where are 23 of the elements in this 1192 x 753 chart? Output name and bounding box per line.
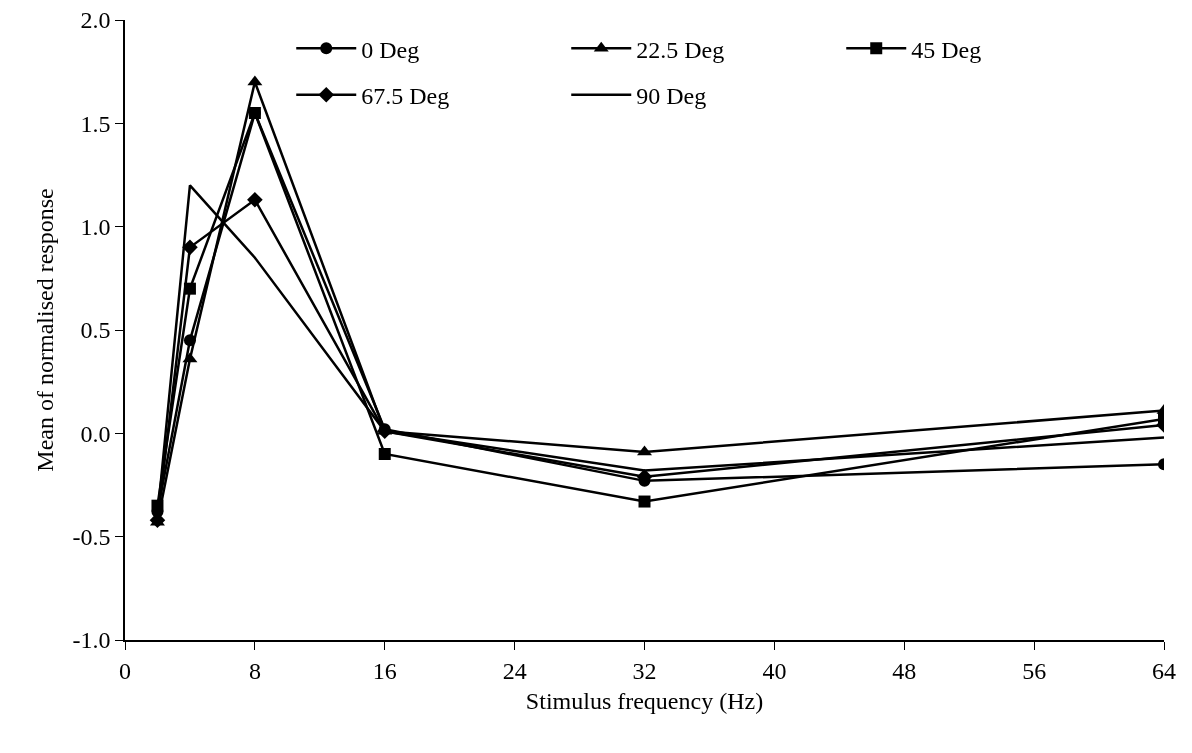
x-axis-title: Stimulus frequency (Hz) [525, 688, 764, 715]
x-tick-label: 32 [632, 657, 657, 684]
x-tick-label: 48 [892, 657, 917, 684]
legend-label: 22.5 Deg [636, 36, 725, 63]
legend-label: 0 Deg [361, 36, 420, 63]
x-tick-label: 40 [762, 657, 787, 684]
y-axis-title: Mean of normalised response [32, 188, 59, 472]
x-tick-label: 16 [372, 657, 397, 684]
y-tick-label: 0.0 [80, 420, 111, 447]
x-tick-label: 8 [248, 657, 261, 684]
x-tick-label: 24 [502, 657, 527, 684]
y-tick-label: 1.5 [80, 110, 111, 137]
x-tick-label: 0 [119, 657, 131, 684]
legend-label: 90 Deg [636, 83, 707, 110]
y-tick-label: 2.0 [80, 7, 111, 34]
legend-label: 45 Deg [911, 36, 982, 63]
y-tick-label: -0.5 [72, 524, 111, 551]
y-tick-label: 0.5 [80, 317, 111, 344]
y-tick-label: -1.0 [72, 627, 111, 654]
x-tick-label: 56 [1022, 657, 1047, 684]
legend-label: 67.5 Deg [361, 83, 450, 110]
y-tick-label: 1.0 [80, 214, 111, 241]
x-tick-label: 64 [1152, 657, 1176, 684]
